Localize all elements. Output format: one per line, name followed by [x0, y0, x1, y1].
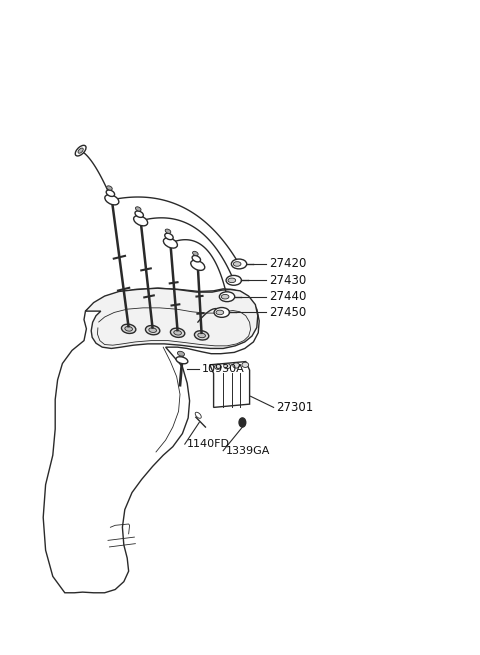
- Ellipse shape: [192, 252, 198, 255]
- Ellipse shape: [233, 262, 241, 267]
- Text: 10930A: 10930A: [202, 364, 244, 375]
- Ellipse shape: [226, 275, 241, 286]
- Ellipse shape: [198, 333, 205, 338]
- Ellipse shape: [135, 207, 141, 211]
- Text: 27440: 27440: [269, 290, 306, 303]
- Text: 27450: 27450: [269, 306, 306, 319]
- Ellipse shape: [221, 294, 229, 299]
- Ellipse shape: [106, 190, 115, 196]
- Ellipse shape: [107, 186, 112, 190]
- Ellipse shape: [219, 291, 235, 302]
- Ellipse shape: [149, 328, 156, 333]
- Ellipse shape: [165, 229, 171, 233]
- Ellipse shape: [191, 260, 205, 271]
- Ellipse shape: [192, 255, 201, 262]
- Circle shape: [239, 418, 246, 427]
- Ellipse shape: [105, 195, 119, 205]
- Text: 27301: 27301: [276, 401, 313, 414]
- Ellipse shape: [78, 148, 83, 153]
- Text: 1140FD: 1140FD: [187, 439, 230, 449]
- Ellipse shape: [231, 259, 247, 269]
- Polygon shape: [43, 288, 259, 593]
- Ellipse shape: [170, 328, 185, 337]
- Ellipse shape: [214, 308, 229, 318]
- Ellipse shape: [121, 324, 136, 333]
- Ellipse shape: [215, 364, 221, 369]
- Polygon shape: [85, 288, 258, 348]
- Ellipse shape: [174, 330, 181, 335]
- Text: 1339GA: 1339GA: [226, 445, 270, 456]
- Polygon shape: [210, 362, 250, 407]
- Ellipse shape: [195, 412, 201, 419]
- Ellipse shape: [216, 310, 224, 315]
- Ellipse shape: [145, 326, 160, 335]
- Ellipse shape: [165, 233, 173, 240]
- Ellipse shape: [133, 215, 148, 226]
- Ellipse shape: [135, 211, 144, 217]
- Text: 27430: 27430: [269, 274, 306, 287]
- Ellipse shape: [233, 363, 240, 368]
- Ellipse shape: [75, 145, 86, 156]
- Ellipse shape: [194, 331, 209, 340]
- Ellipse shape: [163, 238, 178, 248]
- Ellipse shape: [176, 357, 188, 364]
- Ellipse shape: [228, 278, 236, 283]
- Ellipse shape: [125, 326, 132, 331]
- Ellipse shape: [224, 364, 230, 369]
- Text: 27420: 27420: [269, 257, 306, 271]
- Ellipse shape: [242, 362, 249, 367]
- Ellipse shape: [178, 351, 184, 356]
